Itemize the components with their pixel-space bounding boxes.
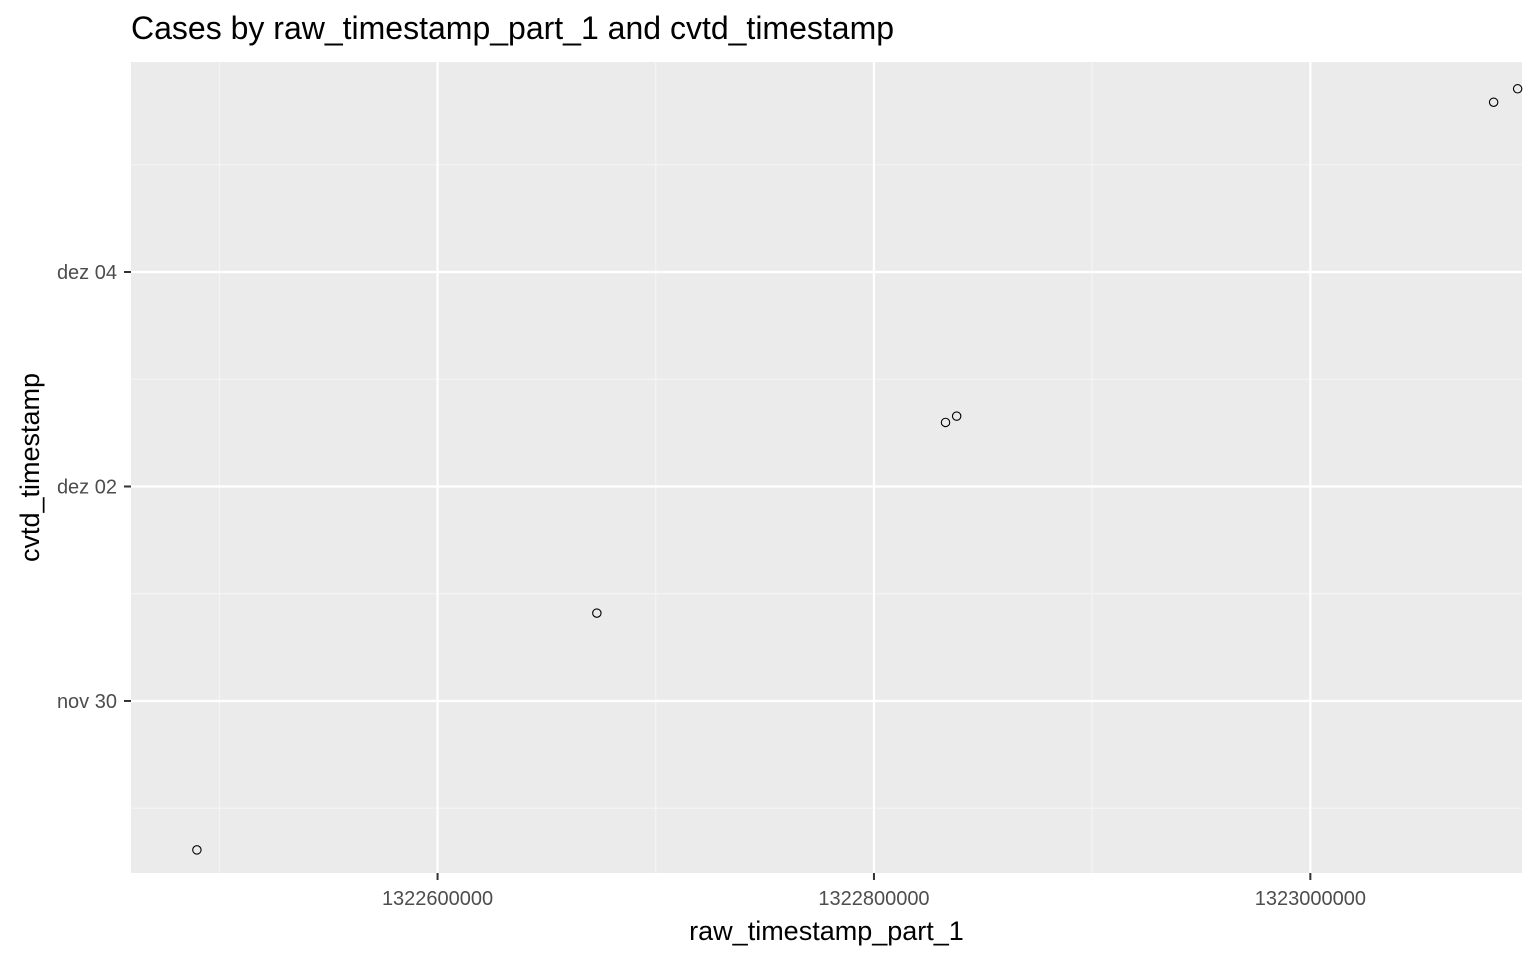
x-tick-label: 1322800000 [818,888,929,910]
x-tick-label: 1322600000 [382,888,493,910]
axis-ticks: 1322600000 1322800000 1323000000 nov 30 dez … [57,262,1366,910]
data-points [192,84,1523,855]
y-tick-label: dez 02 [57,476,117,498]
data-point [1488,97,1499,107]
plot-panel [131,62,1522,873]
minor-gridlines [131,62,1522,873]
y-tick-label: nov 30 [57,691,117,713]
y-tick-label: dez 04 [57,262,117,284]
data-point [592,608,602,618]
data-point [192,845,202,855]
chart-title: Cases by raw_timestamp_part_1 and cvtd_t… [131,10,895,46]
major-gridlines [131,62,1522,873]
x-axis-title: raw_timestamp_part_1 [689,916,964,946]
data-point [1512,84,1523,94]
y-axis-title: cvtd_timestamp [15,373,45,562]
data-point [940,417,951,428]
x-tick-label: 1323000000 [1255,888,1366,910]
data-point [951,411,962,421]
